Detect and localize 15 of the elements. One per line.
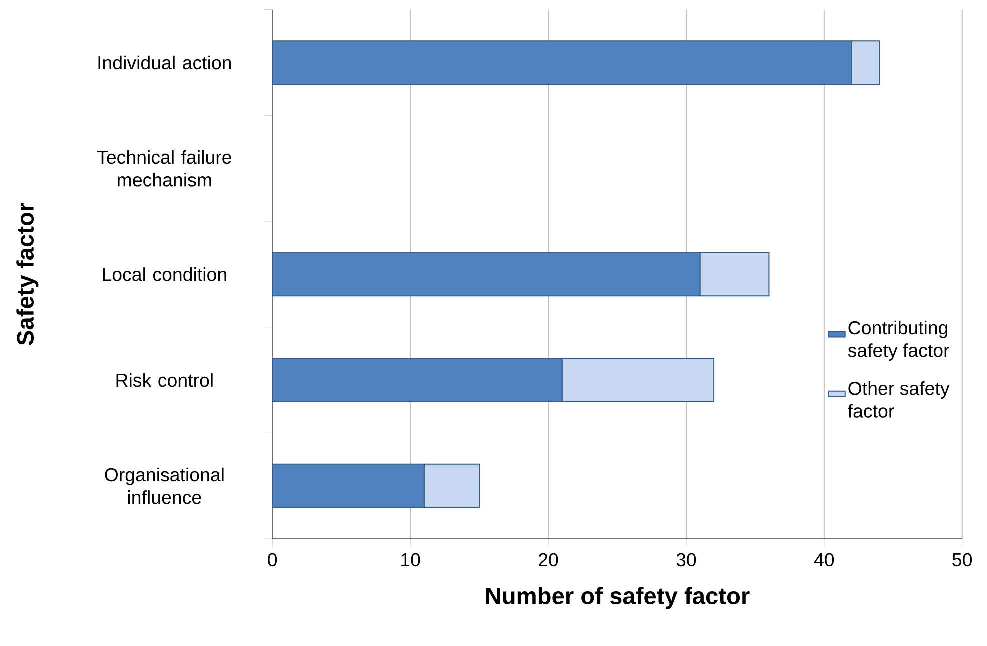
x-tick-label: 20	[539, 553, 558, 566]
x-tick-label: 10	[402, 553, 420, 566]
x-tick-label: 0	[268, 553, 278, 566]
x-tick-label: 40	[814, 553, 834, 566]
y-tick-label: Organisational influence	[105, 468, 224, 504]
y-tick-label: Local condition	[103, 267, 226, 282]
y-tick-label: Individual action	[98, 56, 232, 70]
y-axis-title: Safety factor	[16, 203, 39, 346]
legend-label: Other safety factor	[848, 381, 950, 418]
x-tick-label: 30	[676, 553, 696, 566]
legend-label: Contributing safety factor	[848, 320, 950, 361]
y-tick-label: Risk control	[116, 373, 213, 387]
y-tick-label: Technical failure mechanism	[97, 150, 232, 187]
x-tick-label: 50	[952, 553, 972, 566]
x-axis-title: Number of safety factor	[486, 586, 750, 609]
